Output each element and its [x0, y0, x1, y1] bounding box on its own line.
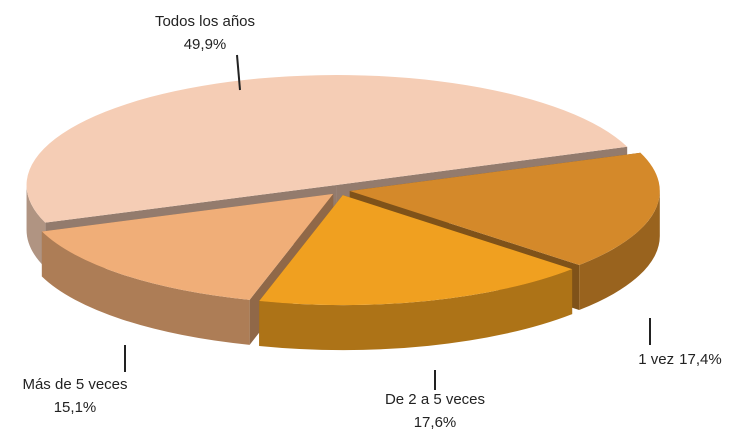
label-name: 1 vez: [638, 351, 674, 368]
label: 1 vez 17,4%: [638, 351, 721, 368]
slice-wall: [26, 185, 46, 268]
leader-line: [236, 54, 241, 91]
slice: [41, 193, 334, 300]
slice: [26, 75, 628, 223]
label-value: 49,9%: [184, 36, 227, 53]
slice-wall: [41, 231, 250, 345]
slice-wall: [259, 269, 573, 351]
label-value: 17,6%: [414, 414, 457, 431]
slice: [349, 152, 660, 266]
label-name: Más de 5 veces: [22, 376, 127, 393]
labels: Todos los años 49,9% 1 vez 17,4% De 2 a 5 ve…: [22, 13, 721, 431]
label-name: De 2 a 5 veces: [385, 391, 485, 408]
label-name: Todos los años: [155, 13, 255, 30]
slice-wall: [579, 191, 660, 311]
pie: [26, 75, 660, 351]
label-value: 17,4%: [679, 351, 722, 368]
slice: [259, 195, 573, 306]
label-value: 15,1%: [54, 399, 97, 416]
